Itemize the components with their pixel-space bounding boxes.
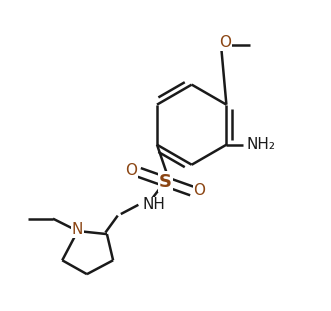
Text: N: N [72, 222, 83, 237]
Text: O: O [125, 163, 138, 179]
Text: NH₂: NH₂ [247, 137, 275, 152]
Text: S: S [159, 173, 172, 191]
Text: O: O [193, 183, 206, 198]
Text: O: O [219, 35, 232, 50]
Text: NH: NH [142, 197, 165, 212]
